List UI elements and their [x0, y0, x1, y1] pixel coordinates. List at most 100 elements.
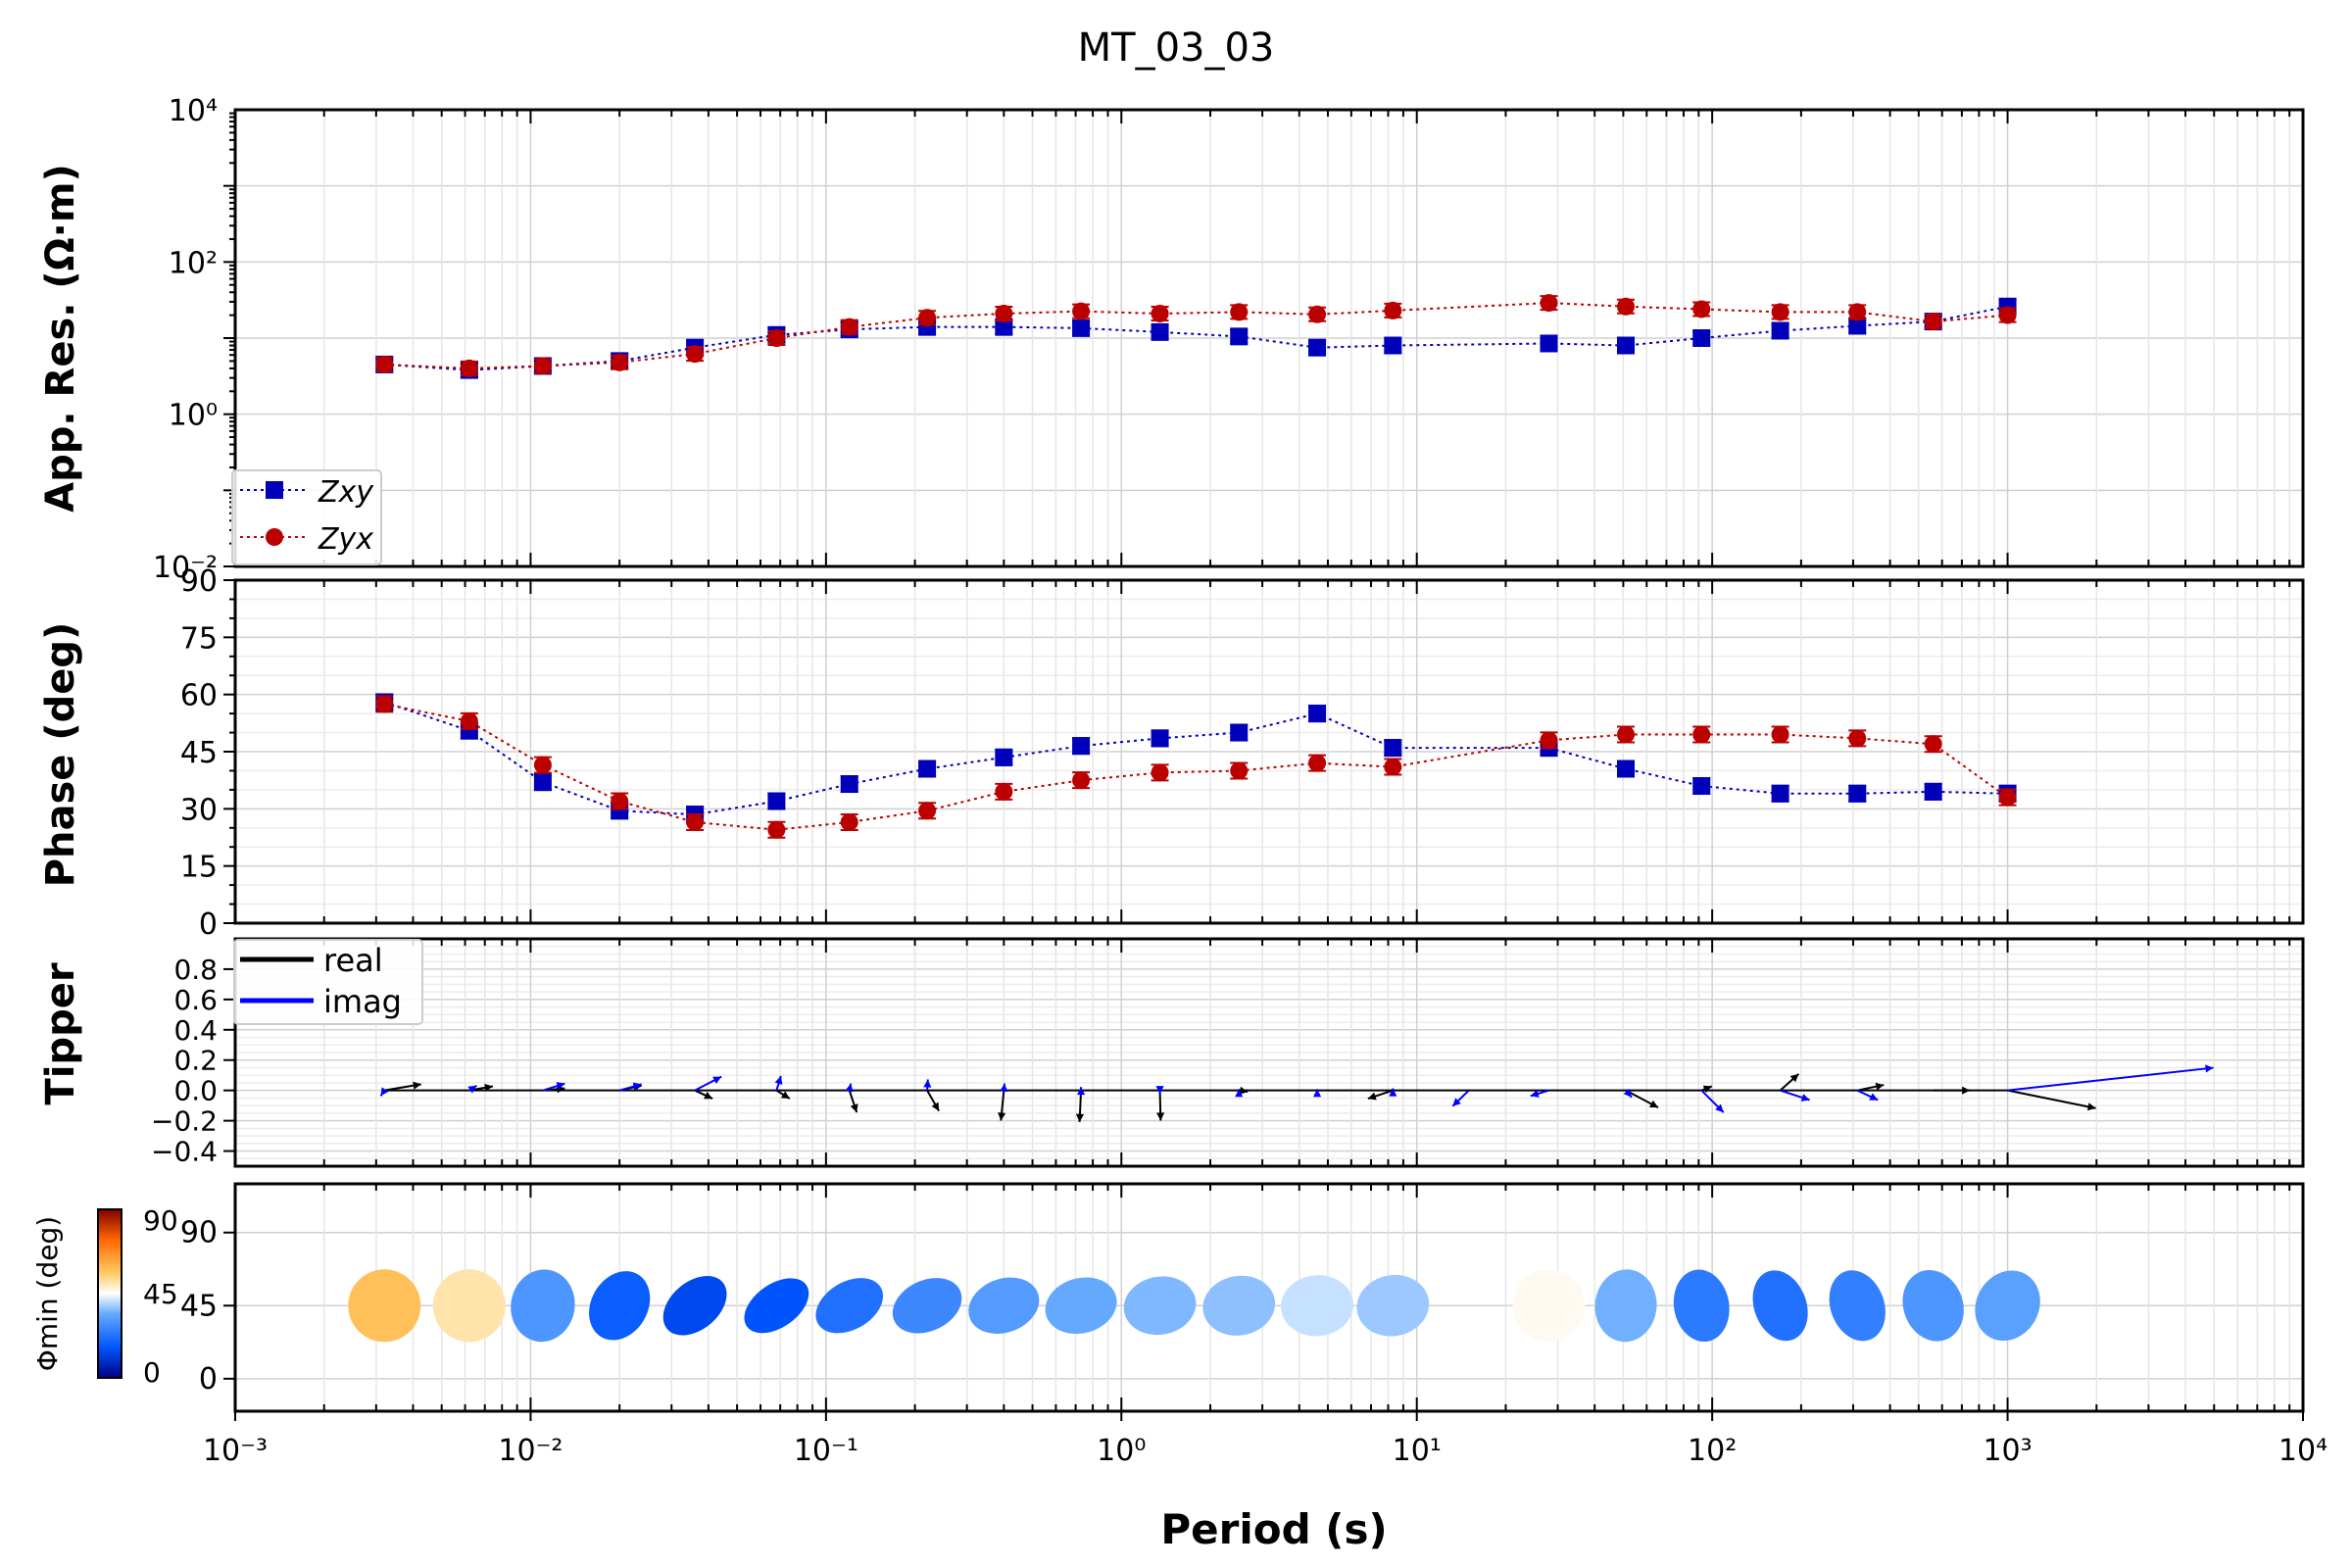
data-point-zxy — [1848, 784, 1867, 803]
phase-tensor-ellipse — [892, 1278, 962, 1334]
tipper-imag-arrow-head — [1155, 1086, 1164, 1095]
x-tick-label: 10⁻³ — [203, 1434, 268, 1468]
phase-tensor-ellipse — [1356, 1275, 1430, 1337]
data-point-zyx — [1540, 731, 1558, 750]
colorbar-tick-0: 0 — [143, 1356, 161, 1389]
data-point-zyx — [1384, 301, 1402, 319]
data-point-zyx — [1616, 725, 1635, 744]
data-point-zyx — [1308, 305, 1327, 323]
data-point-zxy — [918, 760, 937, 778]
plot-border — [233, 937, 2305, 1168]
data-point-zyx — [375, 695, 394, 713]
data-point-zxy — [995, 748, 1013, 766]
legend-marker-zyx — [266, 528, 283, 546]
data-point-zyx — [1771, 303, 1789, 321]
x-tick-label: 10³ — [1983, 1434, 2032, 1468]
x-axis-label: Period (s) — [1160, 1505, 1387, 1553]
y-axis-label-phimin: Φmin (deg) — [31, 1216, 64, 1371]
tipper-real-arrow-head — [1702, 1085, 1712, 1094]
phase-tensor-ellipse — [1975, 1270, 2040, 1342]
y-tick-label: 0.6 — [173, 984, 218, 1016]
tipper-real-arrow-head — [1648, 1100, 1658, 1108]
tipper-real-arrow-head — [413, 1081, 421, 1090]
data-point-zyx — [1848, 303, 1867, 321]
data-point-zxy — [1072, 318, 1091, 337]
tipper-imag-arrow-head — [1623, 1088, 1632, 1098]
data-point-zyx — [840, 812, 858, 831]
y-axis-label-resistivity: App. Res. (Ω·m) — [38, 164, 83, 513]
y-tick-label: 0.8 — [173, 954, 218, 986]
data-point-zxy — [1692, 329, 1711, 347]
plot-border — [233, 108, 2305, 568]
y-tick-label: 10² — [169, 246, 218, 280]
data-point-zxy — [1384, 336, 1402, 355]
data-point-zyx — [686, 345, 705, 364]
data-point-zyx — [767, 820, 786, 839]
y-tick-label: −0.4 — [151, 1136, 218, 1168]
phase-tensor-panel: 0 45 90 10⁻³ 10⁻² 10⁻¹ 10⁰ 10¹ 10² 10³ 10⁴ — [180, 1182, 2328, 1468]
data-point-zyx — [995, 782, 1013, 801]
phase-tensor-ellipse — [1512, 1269, 1586, 1343]
data-point-zyx — [1072, 771, 1091, 790]
tipper-real-arrow-head — [998, 1112, 1006, 1121]
y-tick-label: 0 — [199, 907, 218, 942]
data-point-zyx — [1771, 725, 1789, 744]
data-point-zyx — [533, 756, 552, 774]
tipper-real-arrow-head — [704, 1091, 713, 1100]
tipper-real-arrow-head — [1962, 1086, 1971, 1095]
data-point-zyx — [1692, 725, 1711, 744]
tipper-real-arrow — [2007, 1089, 2096, 1109]
y-tick-label: 0 — [199, 1362, 218, 1396]
data-point-zxy — [1924, 782, 1942, 801]
y-axis-label-tipper: Tipper — [38, 962, 83, 1104]
tipper-real-arrow-head — [2086, 1102, 2096, 1111]
data-point-zyx — [611, 353, 629, 371]
legend-label-imag: imag — [323, 983, 402, 1020]
y-tick-label: −0.2 — [151, 1105, 218, 1138]
tipper-imag-arrow-head — [1077, 1087, 1086, 1096]
data-point-zxy — [1151, 729, 1169, 748]
data-point-zyx — [1230, 761, 1249, 780]
tipper-real-arrow-head — [1789, 1073, 1799, 1083]
data-point-zyx — [1616, 297, 1635, 316]
data-point-zyx — [375, 355, 394, 373]
y-tick-label: 10⁰ — [169, 399, 218, 433]
tipper-imag-arrow-head — [1389, 1088, 1397, 1097]
y-tick-label: 15 — [180, 851, 218, 885]
tipper-real-arrow-head — [850, 1103, 858, 1113]
data-point-zxy — [1616, 760, 1635, 778]
data-point-zyx — [1230, 303, 1249, 321]
tipper-real-arrow-head — [931, 1102, 940, 1111]
x-tick-label: 10⁰ — [1097, 1434, 1146, 1468]
data-point-zxy — [995, 318, 1013, 336]
tipper-panel: −0.4−0.20.00.20.40.60.8 — [151, 937, 2305, 1168]
data-point-zxy — [1540, 334, 1558, 353]
tipper-imag-arrow-head — [774, 1075, 783, 1085]
colorbar-tick-90: 90 — [143, 1204, 178, 1237]
data-point-zxy — [840, 775, 858, 794]
y-tick-label: 10⁻² — [153, 551, 218, 585]
data-point-zxy — [1230, 723, 1249, 742]
x-tick-label: 10⁴ — [2278, 1434, 2328, 1468]
phase-tensor-ellipse — [1123, 1276, 1197, 1336]
phase-tensor-ellipse — [744, 1278, 809, 1334]
phase-tensor-ellipse — [348, 1269, 421, 1343]
legend-marker-zxy — [266, 481, 283, 499]
data-point-zyx — [1308, 754, 1327, 772]
y-tick-label: 45 — [180, 736, 218, 770]
y-axis-label-phase: Phase (deg) — [38, 622, 83, 888]
y-tick-label: 60 — [180, 679, 218, 713]
tipper-imag-arrow-head — [845, 1083, 854, 1093]
series-line-zxy — [384, 305, 2008, 371]
apparent-resistivity-panel: 10⁻² 10⁰ 10² 10⁴ — [153, 94, 2305, 585]
data-point-zxy — [1072, 737, 1091, 756]
y-tick-label: 0.2 — [173, 1045, 218, 1077]
y-tick-label: 30 — [180, 793, 218, 827]
phase-tensor-ellipse — [1045, 1277, 1117, 1335]
tipper-imag-arrow-head — [632, 1082, 642, 1091]
tipper-imag-arrow-head — [923, 1079, 932, 1088]
phase-tensor-ellipse — [589, 1271, 651, 1341]
plot-border — [233, 1182, 2305, 1413]
data-point-zyx — [1540, 294, 1558, 313]
